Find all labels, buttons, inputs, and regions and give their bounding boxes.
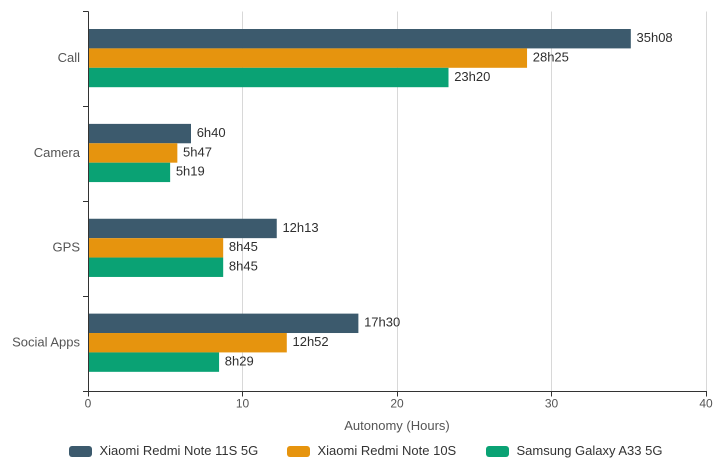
svg-text:30: 30 bbox=[545, 397, 559, 411]
svg-text:GPS: GPS bbox=[53, 240, 81, 255]
svg-text:17h30: 17h30 bbox=[364, 315, 400, 330]
svg-text:Xiaomi Redmi Note 11S 5G: Xiaomi Redmi Note 11S 5G bbox=[100, 443, 259, 458]
svg-text:8h29: 8h29 bbox=[225, 353, 254, 368]
svg-text:40: 40 bbox=[699, 397, 713, 411]
svg-text:Camera: Camera bbox=[34, 145, 81, 160]
svg-text:8h45: 8h45 bbox=[229, 239, 258, 254]
svg-text:12h52: 12h52 bbox=[292, 334, 328, 349]
svg-text:28h25: 28h25 bbox=[533, 49, 569, 64]
svg-text:Xiaomi Redmi Note 10S: Xiaomi Redmi Note 10S bbox=[318, 443, 457, 458]
svg-text:8h45: 8h45 bbox=[229, 259, 258, 274]
svg-text:Call: Call bbox=[58, 50, 81, 65]
svg-text:Autonomy (Hours): Autonomy (Hours) bbox=[344, 418, 449, 433]
svg-text:5h47: 5h47 bbox=[183, 144, 212, 159]
svg-text:6h40: 6h40 bbox=[197, 125, 226, 140]
svg-text:Social Apps: Social Apps bbox=[12, 335, 80, 350]
svg-text:20: 20 bbox=[390, 397, 404, 411]
svg-text:10: 10 bbox=[236, 397, 250, 411]
svg-text:5h19: 5h19 bbox=[176, 164, 205, 179]
svg-text:23h20: 23h20 bbox=[454, 69, 490, 84]
svg-text:12h13: 12h13 bbox=[282, 220, 318, 235]
svg-text:35h08: 35h08 bbox=[637, 30, 673, 45]
svg-text:0: 0 bbox=[85, 397, 92, 411]
svg-text:Samsung Galaxy A33 5G: Samsung Galaxy A33 5G bbox=[517, 443, 663, 458]
